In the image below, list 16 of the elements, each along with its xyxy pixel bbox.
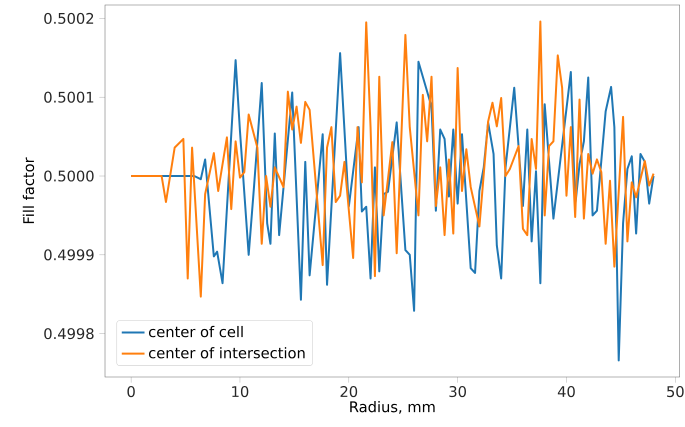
x-tick-label: 50	[667, 386, 684, 398]
x-tick-label: 0	[127, 386, 135, 398]
line-series	[130, 20, 655, 298]
legend-label: center of cell	[149, 326, 243, 338]
y-tick-label: 0.5000	[44, 170, 94, 182]
y-tick-label: 0.5001	[44, 92, 94, 103]
y-tick-label: 0.5002	[44, 12, 94, 24]
x-tick-label: 40	[558, 386, 575, 398]
y-tick-label: 0.4998	[44, 328, 94, 340]
legend-label: center of intersection	[149, 347, 305, 358]
x-axis-title: Radius, mm	[350, 400, 435, 414]
x-tick-label: 30	[449, 386, 466, 398]
x-tick-label: 20	[340, 386, 358, 398]
y-tick-label: 0.4999	[44, 249, 94, 260]
x-tick-label: 10	[232, 386, 248, 398]
y-axis-title: Fill factor	[22, 157, 34, 224]
